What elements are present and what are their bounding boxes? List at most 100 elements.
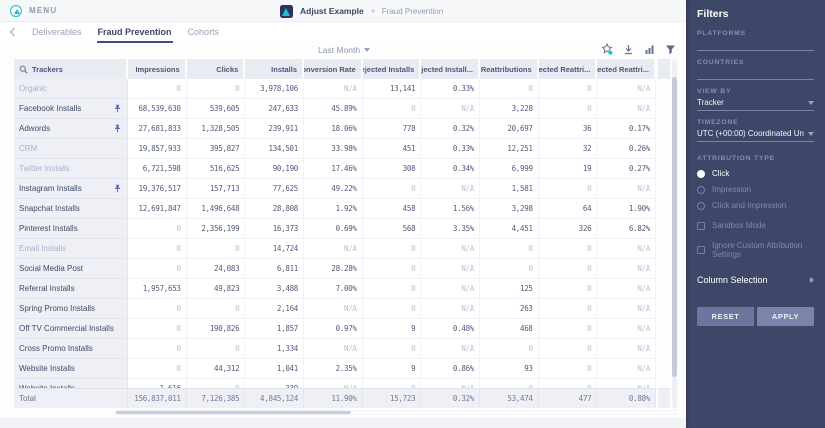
radio-click-and-impression[interactable]: Click and Impression [697, 201, 814, 210]
column-header-reattributions[interactable]: Reattributions [480, 59, 539, 79]
tab-deliverables[interactable]: Deliverables [32, 27, 82, 37]
table-row[interactable]: Organic 0 0 3,978,106 N/A 13,141 0.33% 0 0 N/A [14, 79, 656, 99]
metric-cell: 125 [480, 279, 539, 299]
table-row[interactable]: Spring Promo Installs 0 0 2,164 N/A 0 N/A 263 0 N… [14, 299, 656, 319]
table-row[interactable]: Pinterest Installs 0 2,356,199 16,373 0.69% 5… [14, 219, 656, 239]
checkbox-sandbox-mode[interactable]: Sandbox Mode [697, 221, 814, 230]
metric-cell: N/A [597, 359, 656, 379]
date-range-value: Last Month [318, 45, 361, 55]
table-row[interactable]: Cross Promo Installs 0 0 1,334 N/A 0 N/A 0 0 N/A [14, 339, 656, 359]
column-header-rejected-reattribution-rate[interactable]: Rejected Reattri... [597, 59, 656, 79]
radio-impression[interactable]: Impression [697, 185, 814, 194]
radio-label: Click [712, 169, 730, 178]
metric-cell: 1,334 [245, 339, 304, 359]
tracker-cell[interactable]: Website Installs [14, 379, 128, 388]
table-row[interactable]: Social Media Post 0 24,083 6,811 28.28% 0 N/A 0… [14, 259, 656, 279]
tracker-cell[interactable]: Pinterest Installs [14, 219, 128, 239]
metric-cell: 0 [128, 79, 187, 99]
table-row[interactable]: Snapchat Installs 12,691,847 1,496,648 28,8… [14, 199, 656, 219]
metric-cell: 0 [538, 379, 598, 388]
metric-cell: 395,827 [186, 139, 246, 159]
checkbox-ignore-custom-attribution[interactable]: Ignore Custom Attribution Settings [697, 241, 814, 259]
app-icon [280, 4, 293, 18]
tracker-cell[interactable]: Instagram Installs [14, 179, 128, 199]
timezone-select[interactable]: UTC (+00:00) Coordinated Universal... [697, 126, 814, 142]
column-header-clicks[interactable]: Clicks [186, 59, 246, 79]
chevron-down-icon [364, 48, 371, 52]
filter-funnel-icon[interactable] [665, 44, 676, 55]
column-header-installs[interactable]: Installs [245, 59, 304, 79]
download-icon[interactable] [623, 44, 634, 55]
date-range-dropdown[interactable]: Last Month [318, 45, 371, 55]
tracker-cell[interactable]: Twitter Installs [14, 159, 128, 179]
tab-cohorts[interactable]: Cohorts [187, 27, 220, 37]
countries-input[interactable] [697, 66, 814, 80]
tracker-name: Organic [19, 84, 48, 93]
tracker-cell[interactable]: Spring Promo Installs [14, 299, 128, 319]
reset-button[interactable]: RESET [697, 307, 754, 326]
table-total-row: Total 156,837,011 7,126,385 4,845,124 11.90%… [14, 388, 656, 408]
metric-cell: 0.69% [304, 219, 363, 239]
radio-click[interactable]: Click [697, 169, 814, 178]
column-header-rejected-install-rate[interactable]: Rejected Install... [421, 59, 480, 79]
tracker-cell[interactable]: Facebook Installs [14, 99, 128, 119]
table-row[interactable]: Adwords 27,681,833 1,328,505 239,911 18.06% 7… [14, 119, 656, 139]
tracker-cell[interactable]: CRM [14, 139, 128, 159]
tracker-cell[interactable]: Adwords [14, 119, 128, 139]
vertical-scrollbar[interactable] [672, 59, 677, 408]
metric-cell: 0 [362, 239, 422, 259]
metric-cell: 12,251 [480, 139, 539, 159]
checkbox-label: Ignore Custom Attribution Settings [712, 241, 803, 259]
column-selection[interactable]: Column Selection [697, 275, 814, 285]
metric-cell: N/A [421, 259, 480, 279]
app-name[interactable]: Adjust Example [300, 6, 364, 16]
column-header-rejected-installs[interactable]: Rejected Installs [362, 59, 422, 79]
table-row[interactable]: Twitter Installs 6,721,598 516,625 90,190 17… [14, 159, 656, 179]
column-header-trackers[interactable]: Trackers [14, 59, 128, 79]
chevron-left-icon[interactable] [9, 27, 19, 37]
adjust-logo-icon[interactable] [10, 4, 22, 17]
column-header-rejected-reattributions[interactable]: Rejected Reattri... [538, 59, 598, 79]
toolbar-icons [601, 43, 676, 55]
tracker-cell[interactable]: Email Installs [14, 239, 128, 259]
pin-icon[interactable] [113, 124, 122, 133]
table-row[interactable]: Off TV Commercial Installs 0 190,826 1,857 0… [14, 319, 656, 339]
metric-cell: 0 [186, 239, 246, 259]
table-row[interactable]: Referral Installs 1,957,653 49,823 3,488 7.0… [14, 279, 656, 299]
tracker-cell[interactable]: Snapchat Installs [14, 199, 128, 219]
tracker-cell[interactable]: Cross Promo Installs [14, 339, 128, 359]
metric-cell: 12,691,847 [128, 199, 187, 219]
metric-cell: N/A [597, 319, 656, 339]
pin-icon[interactable] [113, 184, 122, 193]
column-header-impressions[interactable]: Impressions [128, 59, 187, 79]
table-row[interactable]: Email Installs 0 0 14,724 N/A 0 N/A 0 0 N/A [14, 239, 656, 259]
table-row[interactable]: CRM 19,857,933 395,827 134,501 33.98% 451 0.33… [14, 139, 656, 159]
menu-button[interactable]: MENU [29, 6, 58, 15]
horizontal-scrollbar[interactable] [115, 410, 677, 415]
metric-cell: 568 [362, 219, 422, 239]
metric-cell: 0 [538, 319, 598, 339]
metric-cell: 6,721,598 [128, 159, 187, 179]
horizontal-scrollbar-thumb[interactable] [116, 411, 351, 414]
platforms-input[interactable] [697, 37, 814, 51]
metric-cell: N/A [597, 99, 656, 119]
metric-cell: N/A [421, 339, 480, 359]
tracker-cell[interactable]: Off TV Commercial Installs [14, 319, 128, 339]
tracker-cell[interactable]: Website Installs [14, 359, 128, 379]
apply-button[interactable]: APPLY [757, 307, 814, 326]
tracker-cell[interactable]: Referral Installs [14, 279, 128, 299]
tab-fraud-prevention[interactable]: Fraud Prevention [96, 23, 173, 43]
view-by-select[interactable]: Tracker [697, 95, 814, 111]
vertical-scrollbar-thumb[interactable] [672, 77, 677, 377]
table-row[interactable]: Website Installs 0 44,312 1,041 2.35% 9 0.86% 9… [14, 359, 656, 379]
star-settings-icon[interactable] [601, 43, 613, 55]
tracker-cell[interactable]: Organic [14, 79, 128, 99]
table-row[interactable]: Instagram Installs 19,376,517 157,713 77,62… [14, 179, 656, 199]
table-row[interactable]: Facebook Installs 68,539,630 539,605 247,63… [14, 99, 656, 119]
bar-chart-icon[interactable] [644, 44, 655, 55]
chevron-down-icon [808, 131, 814, 136]
pin-icon[interactable] [113, 104, 122, 113]
column-header-conversion-rate[interactable]: Conversion Rate [304, 59, 363, 79]
tracker-cell[interactable]: Social Media Post [14, 259, 128, 279]
